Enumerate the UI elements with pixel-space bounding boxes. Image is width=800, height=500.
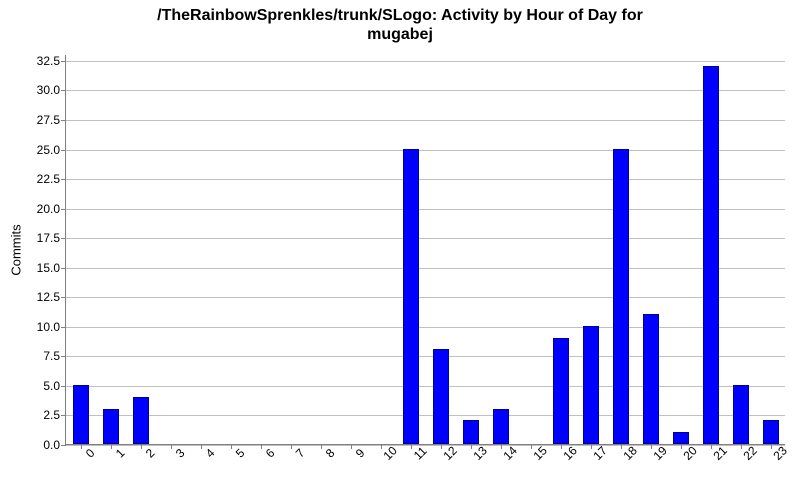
bar-hour-16 — [553, 338, 570, 444]
y-tick-label: 0.0 — [43, 438, 66, 452]
bar-hour-1 — [103, 409, 120, 444]
y-gridline — [66, 120, 785, 121]
bar-hour-14 — [493, 409, 510, 444]
y-tick-label: 2.5 — [43, 408, 66, 422]
y-tick-label: 27.5 — [37, 113, 66, 127]
y-gridline — [66, 238, 785, 239]
bar-hour-23 — [763, 420, 780, 444]
y-gridline — [66, 386, 785, 387]
y-tick-label: 32.5 — [37, 54, 66, 68]
y-gridline — [66, 90, 785, 91]
y-tick-label: 10.0 — [37, 320, 66, 334]
y-tick-label: 22.5 — [37, 172, 66, 186]
bar-hour-2 — [133, 397, 150, 444]
y-gridline — [66, 179, 785, 180]
y-gridline — [66, 415, 785, 416]
activity-by-hour-chart: /TheRainbowSprenkles/trunk/SLogo: Activi… — [0, 0, 800, 500]
bar-hour-20 — [673, 432, 690, 444]
bar-hour-11 — [403, 149, 420, 444]
y-tick-label: 7.5 — [43, 349, 66, 363]
y-tick-label: 15.0 — [37, 261, 66, 275]
bar-hour-22 — [733, 385, 750, 444]
y-gridline — [66, 297, 785, 298]
y-gridline — [66, 268, 785, 269]
plot-area: 0.02.55.07.510.012.515.017.520.022.525.0… — [65, 55, 785, 445]
y-gridline — [66, 356, 785, 357]
y-tick-label: 20.0 — [37, 202, 66, 216]
bar-hour-0 — [73, 385, 90, 444]
y-gridline — [66, 150, 785, 151]
bar-hour-13 — [463, 420, 480, 444]
bar-hour-17 — [583, 326, 600, 444]
y-tick-label: 12.5 — [37, 290, 66, 304]
y-gridline — [66, 209, 785, 210]
y-tick-label: 17.5 — [37, 231, 66, 245]
bar-hour-18 — [613, 149, 630, 444]
y-gridline — [66, 61, 785, 62]
chart-title: /TheRainbowSprenkles/trunk/SLogo: Activi… — [0, 6, 800, 44]
y-axis-label: Commits — [9, 224, 24, 275]
bar-hour-19 — [643, 314, 660, 444]
bar-hour-12 — [433, 349, 450, 444]
y-tick-label: 5.0 — [43, 379, 66, 393]
y-gridline — [66, 327, 785, 328]
y-tick-label: 25.0 — [37, 143, 66, 157]
y-tick-label: 30.0 — [37, 83, 66, 97]
bar-hour-21 — [703, 66, 720, 444]
chart-title-line2: mugabej — [367, 26, 433, 43]
x-tick-label: 15 — [526, 439, 550, 463]
x-tick-label: 10 — [376, 439, 400, 463]
chart-title-line1: /TheRainbowSprenkles/trunk/SLogo: Activi… — [157, 7, 643, 24]
